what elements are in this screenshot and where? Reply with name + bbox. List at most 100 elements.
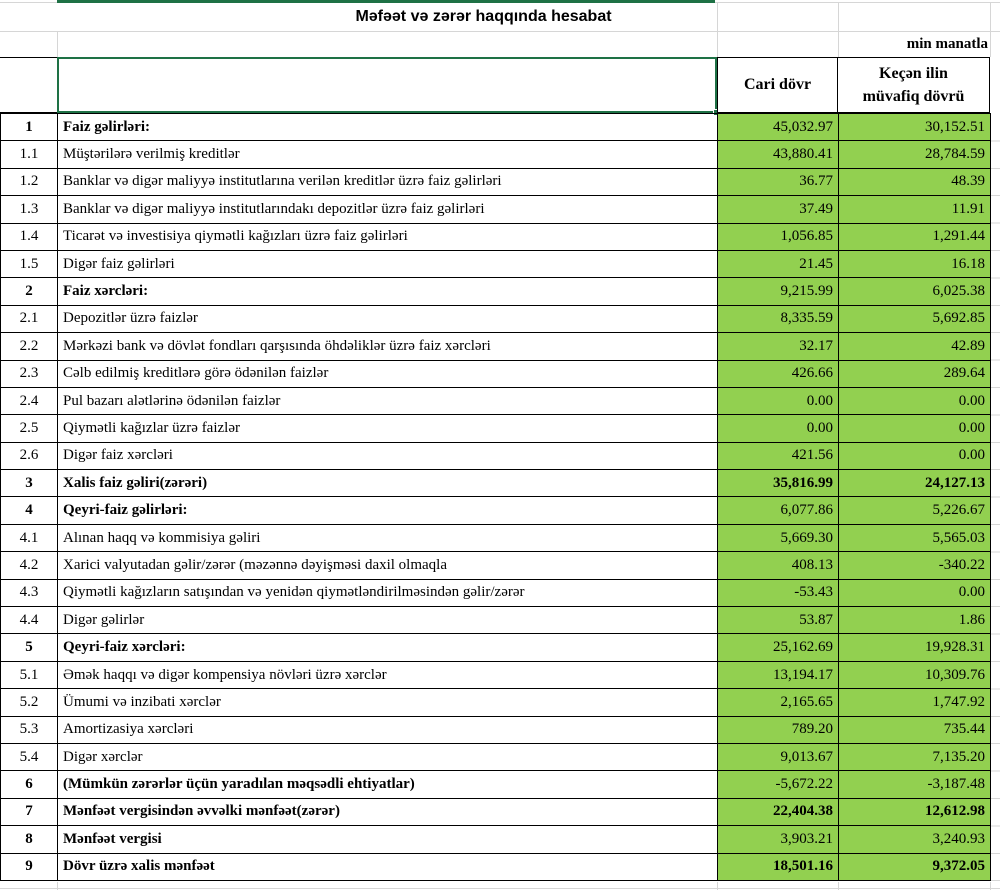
current-period-value-cell[interactable]: -5,672.22 (717, 770, 839, 799)
row-label-cell[interactable]: Amortizasiya xərcləri (57, 715, 718, 744)
row-number-cell[interactable]: 2.6 (0, 441, 58, 471)
previous-period-value-cell[interactable]: 30,152.51 (838, 112, 991, 142)
previous-period-value-cell[interactable]: 0.00 (838, 414, 991, 443)
current-period-value-cell[interactable]: 789.20 (717, 715, 839, 744)
row-label-cell[interactable]: Ümumi və inzibati xərclər (57, 688, 718, 717)
current-period-value-cell[interactable]: 21.45 (717, 249, 839, 279)
row-label-cell[interactable]: Banklar və digər maliyyə institutlarında… (57, 195, 718, 224)
current-period-value-cell[interactable]: 0.00 (717, 386, 839, 416)
header-number-cell[interactable] (0, 57, 57, 113)
row-number-cell[interactable]: 1 (0, 112, 58, 142)
current-period-value-cell[interactable]: 13,194.17 (717, 660, 839, 690)
row-number-cell[interactable]: 5.2 (0, 688, 58, 717)
previous-period-value-cell[interactable]: 24,127.13 (838, 469, 991, 498)
previous-period-value-cell[interactable]: 5,692.85 (838, 304, 991, 334)
previous-period-value-cell[interactable]: 1,291.44 (838, 222, 991, 251)
row-number-cell[interactable]: 5.3 (0, 715, 58, 744)
row-label-cell[interactable]: Qeyri-faiz gəlirləri: (57, 496, 718, 525)
current-period-value-cell[interactable]: 9,013.67 (717, 742, 839, 772)
current-period-value-cell[interactable]: 35,816.99 (717, 469, 839, 498)
row-number-cell[interactable]: 2.1 (0, 304, 58, 334)
previous-period-value-cell[interactable]: 12,612.98 (838, 797, 991, 827)
row-label-cell[interactable]: Pul bazarı alətlərinə ödənilən faizlər (57, 386, 718, 416)
row-number-cell[interactable]: 1.2 (0, 167, 58, 197)
row-number-cell[interactable]: 5.4 (0, 742, 58, 772)
row-label-cell[interactable]: Faiz gəlirləri: (57, 112, 718, 142)
row-number-cell[interactable]: 5.1 (0, 660, 58, 690)
previous-period-value-cell[interactable]: 0.00 (838, 578, 991, 608)
current-period-value-cell[interactable]: 53.87 (717, 606, 839, 635)
row-number-cell[interactable]: 4 (0, 496, 58, 525)
current-period-value-cell[interactable]: 1,056.85 (717, 222, 839, 251)
previous-period-value-cell[interactable]: 0.00 (838, 386, 991, 416)
previous-period-value-cell[interactable]: 5,565.03 (838, 523, 991, 553)
row-number-cell[interactable]: 5 (0, 633, 58, 662)
current-period-value-cell[interactable]: 37.49 (717, 195, 839, 224)
previous-period-value-cell[interactable]: 9,372.05 (838, 852, 991, 881)
previous-period-value-cell[interactable]: 28,784.59 (838, 140, 991, 169)
current-period-value-cell[interactable]: 0.00 (717, 414, 839, 443)
current-period-value-cell[interactable]: 3,903.21 (717, 825, 839, 854)
current-period-value-cell[interactable]: 25,162.69 (717, 633, 839, 662)
row-number-cell[interactable]: 4.4 (0, 606, 58, 635)
row-label-cell[interactable]: Qeyri-faiz xərcləri: (57, 633, 718, 662)
previous-period-value-cell[interactable]: -3,187.48 (838, 770, 991, 799)
current-period-value-cell[interactable]: 9,215.99 (717, 277, 839, 306)
row-label-cell[interactable]: Digər faiz xərcləri (57, 441, 718, 471)
row-label-cell[interactable]: Dövr üzrə xalis mənfəət (57, 852, 718, 881)
previous-period-value-cell[interactable]: 5,226.67 (838, 496, 991, 525)
row-number-cell[interactable]: 4.2 (0, 551, 58, 580)
row-number-cell[interactable]: 4.1 (0, 523, 58, 553)
row-number-cell[interactable]: 8 (0, 825, 58, 854)
row-label-cell[interactable]: Cəlb edilmiş kreditlərə görə ödənilən fa… (57, 359, 718, 388)
row-number-cell[interactable]: 9 (0, 852, 58, 881)
row-number-cell[interactable]: 2.2 (0, 332, 58, 361)
row-label-cell[interactable]: Müştərilərə verilmiş kreditlər (57, 140, 718, 169)
previous-period-value-cell[interactable]: 42.89 (838, 332, 991, 361)
row-label-cell[interactable]: Mənfəət vergisi (57, 825, 718, 854)
row-number-cell[interactable]: 1.5 (0, 249, 58, 279)
row-label-cell[interactable]: Digər faiz gəlirləri (57, 249, 718, 279)
current-period-value-cell[interactable]: 8,335.59 (717, 304, 839, 334)
row-label-cell[interactable]: Mənfəət vergisindən əvvəlki mənfəət(zərə… (57, 797, 718, 827)
previous-period-value-cell[interactable]: 7,135.20 (838, 742, 991, 772)
row-label-cell[interactable]: Alınan haqq və kommisiya gəliri (57, 523, 718, 553)
report-title[interactable]: Məfəət və zərər haqqında hesabat (355, 8, 612, 25)
previous-period-value-cell[interactable]: 289.64 (838, 359, 991, 388)
row-number-cell[interactable]: 4.3 (0, 578, 58, 608)
row-label-cell[interactable]: Qiymətli kağızların satışından və yenidə… (57, 578, 718, 608)
previous-period-value-cell[interactable]: 0.00 (838, 441, 991, 471)
previous-period-value-cell[interactable]: 6,025.38 (838, 277, 991, 306)
header-current-period[interactable]: Cari dövr (717, 57, 838, 113)
row-label-cell[interactable]: Banklar və digər maliyyə institutlarına … (57, 167, 718, 197)
previous-period-value-cell[interactable]: -340.22 (838, 551, 991, 580)
row-label-cell[interactable]: (Mümkün zərərlər üçün yaradılan məqsədli… (57, 770, 718, 799)
current-period-value-cell[interactable]: 5,669.30 (717, 523, 839, 553)
row-label-cell[interactable]: Mərkəzi bank və dövlət fondları qarşısın… (57, 332, 718, 361)
current-period-value-cell[interactable]: 43,880.41 (717, 140, 839, 169)
current-period-value-cell[interactable]: 32.17 (717, 332, 839, 361)
previous-period-value-cell[interactable]: 3,240.93 (838, 825, 991, 854)
row-label-cell[interactable]: Digər xərclər (57, 742, 718, 772)
current-period-value-cell[interactable]: 22,404.38 (717, 797, 839, 827)
row-label-cell[interactable]: Xalis faiz gəliri(zərəri) (57, 469, 718, 498)
row-label-cell[interactable]: Qiymətli kağızlar üzrə faizlər (57, 414, 718, 443)
previous-period-value-cell[interactable]: 11.91 (838, 195, 991, 224)
current-period-value-cell[interactable]: 421.56 (717, 441, 839, 471)
row-label-cell[interactable]: Ticarət və investisiya qiymətli kağızlar… (57, 222, 718, 251)
row-number-cell[interactable]: 2.3 (0, 359, 58, 388)
current-period-value-cell[interactable]: 36.77 (717, 167, 839, 197)
unit-note[interactable]: min manatla (906, 36, 988, 52)
current-period-value-cell[interactable]: 426.66 (717, 359, 839, 388)
previous-period-value-cell[interactable]: 16.18 (838, 249, 991, 279)
previous-period-value-cell[interactable]: 1,747.92 (838, 688, 991, 717)
row-label-cell[interactable]: Faiz xərcləri: (57, 277, 718, 306)
row-number-cell[interactable]: 1.1 (0, 140, 58, 169)
previous-period-value-cell[interactable]: 19,928.31 (838, 633, 991, 662)
current-period-value-cell[interactable]: -53.43 (717, 578, 839, 608)
previous-period-value-cell[interactable]: 735.44 (838, 715, 991, 744)
row-number-cell[interactable]: 1.4 (0, 222, 58, 251)
current-period-value-cell[interactable]: 45,032.97 (717, 112, 839, 142)
row-number-cell[interactable]: 7 (0, 797, 58, 827)
current-period-value-cell[interactable]: 6,077.86 (717, 496, 839, 525)
